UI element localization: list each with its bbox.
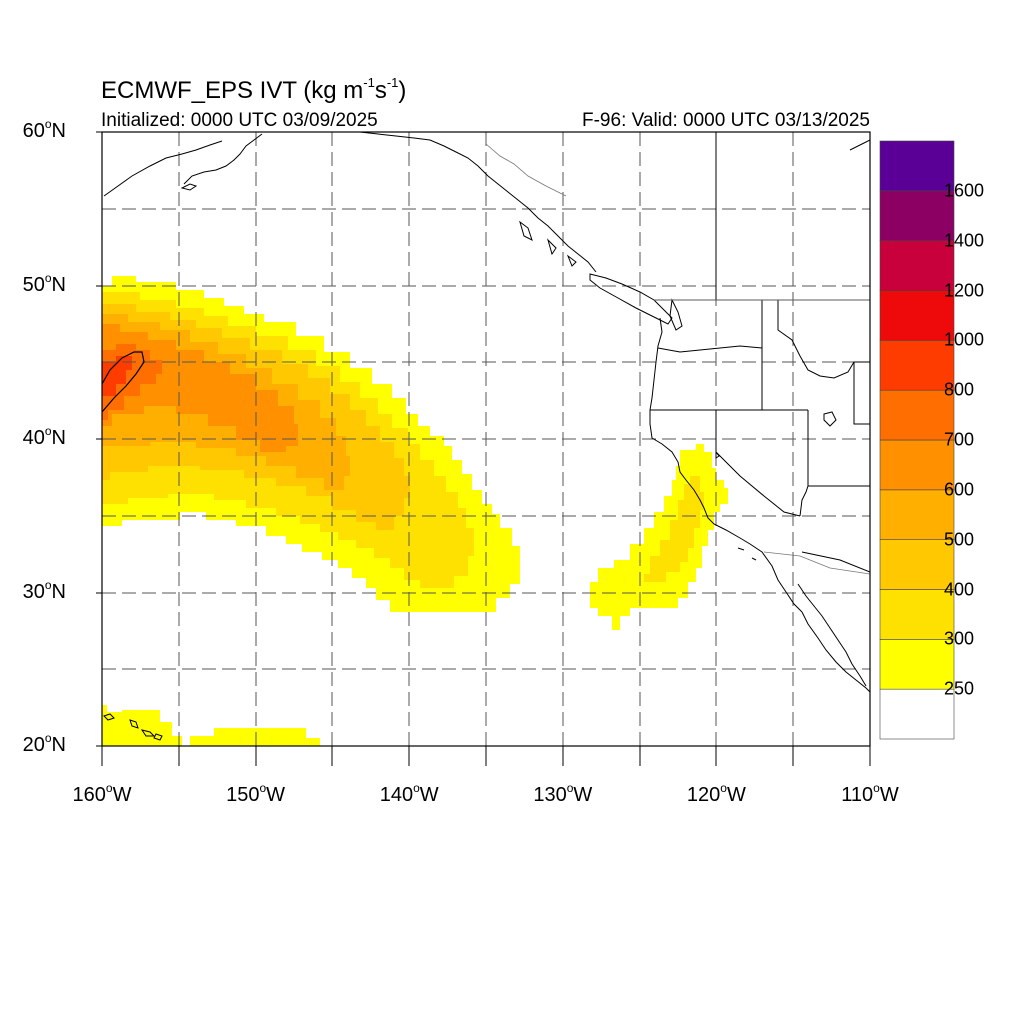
coastline-vancouver-island	[589, 273, 673, 325]
colorbar	[879, 140, 955, 740]
colorbar-label-500: 500	[944, 529, 975, 550]
ivt-area-california-300	[644, 476, 704, 582]
coastline-great-salt-lake	[823, 411, 837, 427]
coastline-bc-islands	[519, 220, 577, 267]
colorbar-label-250: 250	[944, 678, 975, 699]
coastline-gulf-of-alaska	[359, 132, 597, 273]
valid-time-label: F-96: Valid: 0000 UTC 03/13/2025	[582, 110, 870, 131]
boundary-bc-alaska-panhandle	[485, 143, 567, 197]
lon-label-120W: 120oW	[686, 781, 746, 806]
coastline-gulf-of-california	[797, 583, 867, 687]
colorbar-box-2	[879, 589, 955, 640]
grid-lines	[102, 132, 870, 746]
ivt-area-main-800	[102, 356, 132, 396]
colorbar-box-6	[879, 389, 955, 441]
colorbar-label-400: 400	[944, 579, 975, 599]
colorbar-label-700: 700	[944, 429, 975, 450]
colorbar-box-1	[879, 639, 955, 690]
ivt-area-hawaii	[102, 705, 182, 746]
coastline-alaska-peninsula	[103, 140, 223, 197]
colorbar-label-1000: 1000	[944, 329, 985, 350]
colorbar-label-1400: 1400	[944, 230, 985, 251]
lat-label-20N: 20oN	[22, 731, 66, 756]
colorbar-box-4	[879, 489, 955, 540]
lat-label-50N: 50oN	[22, 270, 66, 296]
colorbar-box-10	[879, 190, 955, 241]
colorbar-box-7	[879, 340, 955, 391]
title-model: ECMWF_EPS IVT	[101, 77, 297, 104]
boundary-california-nevada	[715, 410, 801, 517]
ivt-area-main-600	[102, 324, 298, 452]
lon-label-160W: 160oW	[72, 781, 132, 806]
lon-label-140W: 140oW	[379, 781, 439, 806]
colorbar-label-1600: 1600	[944, 180, 985, 201]
colorbar-box-3	[879, 539, 955, 590]
coastline-baja-california	[801, 611, 870, 693]
colorbar-box-9	[879, 240, 955, 291]
lon-label-150W: 150oW	[226, 781, 286, 806]
boundary-arizona-mexico	[801, 551, 870, 573]
lon-label-130W: 130oW	[533, 781, 593, 806]
colorbar-box-5	[879, 439, 955, 491]
coastlines	[103, 132, 870, 741]
international-boundaries	[485, 143, 870, 575]
coastline-west-us	[649, 317, 803, 613]
axis-ticks	[96, 131, 871, 766]
title-exp2: -1	[386, 75, 399, 90]
lat-label-30N: 30oN	[22, 577, 66, 603]
ivt-shading	[102, 276, 728, 746]
boundary-colorado-river	[799, 485, 809, 517]
init-time-label: Initialized: 0000 UTC 03/09/2025	[101, 110, 378, 131]
title-exp1: -1	[363, 75, 375, 90]
ivt-contour-800	[102, 351, 145, 413]
ivt-area-central-pacific-south	[190, 728, 320, 746]
title-units-close: )	[398, 77, 407, 104]
lat-label-40N: 40oN	[22, 424, 66, 449]
colorbar-box-8	[879, 290, 955, 341]
coastline-hudson-bay	[849, 139, 870, 151]
boundary-wyoming	[853, 362, 870, 425]
ivt-area-california-250	[590, 444, 728, 630]
coastline-kenai	[183, 133, 263, 185]
boundary-washington-oregon	[657, 345, 763, 353]
colorbar-label-1200: 1200	[944, 280, 985, 300]
lon-label-110W: 110oW	[841, 781, 899, 806]
coastline-hawaii	[103, 713, 163, 741]
title-units-open: (kg m	[303, 77, 364, 104]
title-units-mid: s	[374, 77, 387, 104]
colorbar-box-0	[879, 688, 955, 740]
colorbar-box-11	[879, 140, 955, 192]
boundary-us-mexico	[763, 551, 870, 575]
hawaii-ivt-contour	[102, 351, 145, 413]
coastline-kodiak	[180, 183, 198, 191]
boundary-idaho-montana	[777, 300, 870, 379]
coastline-puget-sound	[669, 298, 683, 331]
colorbar-label-800: 800	[944, 379, 975, 400]
lat-label-60N: 60oN	[22, 117, 66, 142]
coastline-channel-islands	[737, 547, 757, 561]
colorbar-label-600: 600	[944, 479, 975, 500]
chart-title: ECMWF_EPS IVT (kg m-1s-1)	[101, 70, 406, 106]
colorbar-label-300: 300	[944, 628, 975, 649]
